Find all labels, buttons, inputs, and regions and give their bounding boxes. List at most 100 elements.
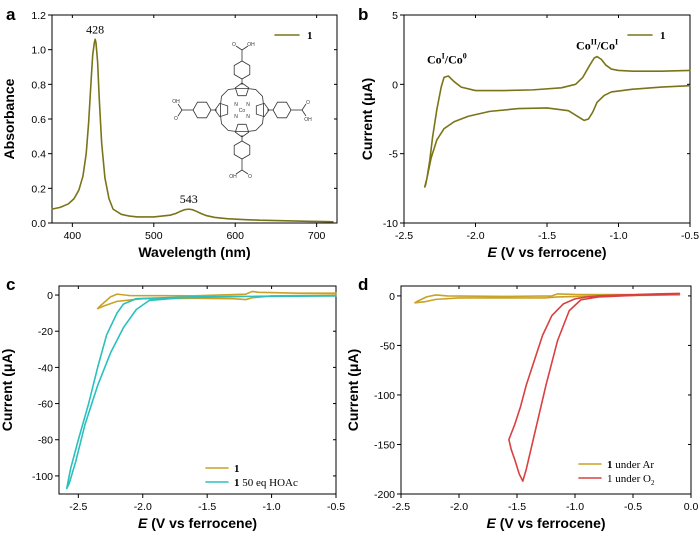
x-tick-label-d: -1.0 [566, 501, 584, 513]
series-line-c-0 [96, 290, 337, 310]
x-axis-label-var-c: E [138, 515, 148, 531]
annotation-b-0: CoI/Co0 [427, 52, 467, 67]
legend-label-num: 1 [234, 477, 240, 489]
x-axis-label-var-b: E [487, 244, 497, 260]
annotation-base: /Co [444, 53, 463, 67]
panel-letter-c: c [6, 275, 15, 294]
nitrogen-label: N [246, 114, 250, 120]
y-tick-label-c: -80 [38, 435, 53, 447]
cobalt-label: Co [239, 108, 246, 114]
annotation-a-1: 543 [180, 192, 198, 206]
hydroxyl-label: OH [172, 99, 180, 105]
oxygen-label: O [174, 116, 178, 122]
y-tick-label-c: -40 [38, 362, 53, 374]
y-tick-label-c: -20 [38, 326, 53, 338]
y-tick-label-a: 0.6 [31, 114, 46, 126]
hydroxyl-label: OH [304, 117, 312, 123]
x-axis-label-d: E (V vs ferrocene) [486, 515, 605, 531]
macrocycle-ring [220, 88, 264, 132]
x-axis-label-b: E (V vs ferrocene) [487, 244, 606, 260]
x-axis-label-rest-d: (V vs ferrocene) [496, 515, 606, 531]
nitrogen-label: N [234, 102, 238, 108]
panel-d: d -2.5 -2.0 -1.5 -1.0 -0.5 0.0 -200 -150 -100 -50 0… [345, 275, 698, 531]
pyrrole-ring [214, 102, 229, 118]
x-tick-label-d: -2.5 [392, 501, 410, 513]
series-line-c-1 [65, 294, 337, 490]
legend-label-c-1: 1 50 eq HOAc [234, 477, 298, 489]
hydroxyl-label: OH [229, 174, 237, 180]
y-axis-label-d: Current (μA) [345, 349, 361, 431]
y-tick-label-a: 0.8 [31, 79, 46, 91]
legend-label-sub: 2 [651, 479, 655, 487]
carbonyl-bond [301, 103, 307, 111]
carbonyl-bond [235, 45, 243, 51]
pyrrole-ring [234, 82, 250, 97]
x-axis-label-c: E (V vs ferrocene) [138, 515, 257, 531]
panel-letter-a: a [6, 5, 16, 24]
hydroxyl-label: OH [247, 42, 255, 48]
y-tick-label-d: -200 [374, 489, 395, 501]
panel-letter-d: d [358, 275, 368, 294]
y-tick-label-b: 5 [392, 10, 398, 22]
panel-b: b -2.5 -2.0 -1.5 -1.0 -0.5 -10 -5 0 5 E (V vs ferr… [358, 5, 699, 260]
y-tick-label-d: 0 [389, 291, 395, 303]
series-line-d-0 [414, 293, 681, 304]
x-tick-label-b: -0.5 [681, 230, 699, 242]
hydroxyl-bond [177, 103, 183, 111]
pyrrole-ring [255, 102, 270, 118]
porphyrin-core: N NN NCo [214, 82, 270, 138]
y-tick-label-d: -100 [374, 390, 395, 402]
annotation-sup: I [442, 52, 445, 61]
x-tick-label-b: -2.0 [466, 230, 484, 242]
hydroxyl-bond [241, 45, 249, 51]
annotation-b-1: CoII/CoI [576, 38, 618, 53]
phenyl-ring [192, 101, 212, 119]
y-axis-label-c: Current (μA) [0, 349, 15, 431]
annotation-sup: II [591, 38, 597, 47]
x-tick-label-c: -1.0 [263, 501, 281, 513]
panel-c: c -2.5 -2.0 -1.5 -1.0 -0.5 -100 -80 -60 -40 -20 0 E … [0, 275, 345, 531]
y-tick-label-c: -60 [38, 399, 53, 411]
phenyl-ring [233, 60, 251, 80]
x-axis-label-var-d: E [486, 515, 496, 531]
phenyl-ring [233, 140, 251, 160]
y-tick-label-d: -150 [374, 439, 395, 451]
annotation-base: Co [427, 53, 442, 67]
x-axis-label-rest-b: (V vs ferrocene) [497, 244, 607, 260]
y-tick-label-b: -5 [389, 149, 398, 161]
legend-label-d-1: 1 under O2 [607, 473, 655, 487]
legend-label-c-0: 1 [234, 463, 240, 475]
y-tick-label-d: -50 [380, 340, 395, 352]
y-tick-label-a: 1.2 [31, 10, 46, 22]
legend-label-rest: 50 eq HOAc [240, 477, 298, 489]
pyrrole-ring [234, 123, 250, 138]
legend-label-b: 1 [660, 30, 666, 42]
carbonyl-bond [241, 169, 249, 175]
carbonyl-bond [177, 109, 183, 117]
x-axis-label-rest-c: (V vs ferrocene) [147, 515, 257, 531]
legend-label-rest: under Ar [613, 459, 655, 471]
series-line-d-1 [508, 292, 681, 482]
x-tick-label-d: -2.0 [450, 501, 468, 513]
x-tick-label-d: 0.0 [684, 501, 699, 513]
x-tick-label-b: -1.0 [609, 230, 627, 242]
nitrogen-label: N [246, 102, 250, 108]
y-tick-label-a: 0.0 [31, 218, 46, 230]
series-line-b-0 [423, 55, 691, 188]
y-axis-label-a: Absorbance [1, 78, 17, 159]
panel-letter-b: b [358, 5, 368, 24]
legend-label-a: 1 [307, 30, 313, 42]
y-tick-label-b: -10 [383, 218, 398, 230]
x-tick-label-a: 500 [145, 230, 163, 242]
x-tick-label-d: -0.5 [624, 501, 642, 513]
plot-frame-d [400, 285, 692, 495]
x-tick-label-d: -1.5 [508, 501, 526, 513]
annotation-sup: 0 [463, 52, 467, 61]
x-tick-label-c: -2.0 [134, 501, 152, 513]
x-tick-label-c: -1.5 [198, 501, 216, 513]
y-tick-label-a: 1.0 [31, 45, 46, 57]
oxygen-label: O [248, 174, 252, 180]
x-tick-label-b: -1.5 [538, 230, 556, 242]
series-line-a-0 [51, 38, 334, 223]
phenyl-ring [272, 101, 292, 119]
